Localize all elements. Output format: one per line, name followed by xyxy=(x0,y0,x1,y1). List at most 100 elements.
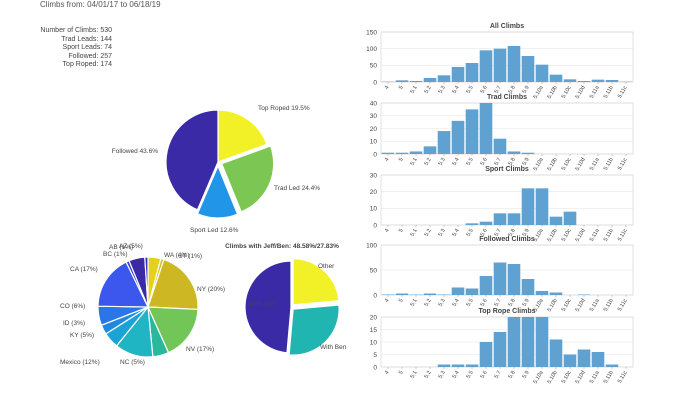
location_pie-slice-label: AB (1%) xyxy=(109,244,133,251)
style_pie-pie xyxy=(165,109,275,219)
trad_climbs-bar xyxy=(409,151,423,154)
trad_climbs-frame xyxy=(380,102,634,155)
location_pie-slice-label: ID (3%) xyxy=(63,320,85,327)
location_pie-slice-label: BC (1%) xyxy=(103,251,128,258)
followed_climbs-frame xyxy=(380,244,634,296)
all_climbs-bar xyxy=(479,50,493,82)
followed_climbs-bar xyxy=(437,294,451,295)
toprope_climbs-xtick-label: 5.9 xyxy=(522,370,531,380)
followed_climbs-bar xyxy=(395,293,409,295)
toprope_climbs-xtick-label: 5.10b xyxy=(547,370,559,385)
all_climbs-xtick-label: 5.1 xyxy=(410,85,419,95)
followed_climbs-xtick-label: 5.3 xyxy=(438,298,447,308)
trad_climbs-ytick-label: 10 xyxy=(370,139,378,146)
style_pie-slice-label: Trad Led 24.4% xyxy=(274,185,320,192)
location_pie-slice-label: UT (1%) xyxy=(178,253,202,260)
trad_climbs-xtick-label: 5.3 xyxy=(438,157,447,167)
followed_climbs-xtick-label: 5.10c xyxy=(561,298,573,313)
trad_climbs-bar xyxy=(521,152,535,154)
all_climbs-bar xyxy=(507,46,521,82)
sport_climbs-bar xyxy=(563,211,577,225)
partner_pie-slice-label: Other xyxy=(318,263,335,270)
location_pie-slice-label: KY (5%) xyxy=(70,332,94,339)
stat-toprope: Top Roped: 174 xyxy=(62,61,112,69)
summary-stats: Number of Climbs: 530 Trad Leads: 144 Sp… xyxy=(38,27,112,70)
followed_climbs-bar xyxy=(507,264,521,295)
toprope_climbs-xtick-label: 5.6 xyxy=(480,370,489,380)
followed_climbs-xtick-label: 5.10d xyxy=(575,298,587,313)
all_climbs-xtick-label: 5.3 xyxy=(438,85,447,95)
partner_pie-slice-label: With Ben xyxy=(320,344,347,351)
all_climbs-bar xyxy=(549,74,563,82)
all_climbs-xtick-label: 5.10b xyxy=(547,85,559,100)
all_climbs-ytick-label: 150 xyxy=(366,29,377,36)
all_climbs-xtick-label: 5.10a xyxy=(533,84,546,100)
style_pie-slice xyxy=(220,145,275,213)
partner_pie-pie xyxy=(244,258,340,356)
trad_climbs-bar xyxy=(381,152,395,154)
toprope_climbs-bar xyxy=(479,342,493,367)
sport_climbs-bar xyxy=(479,221,493,225)
style_pie-slice-label: Top Roped 19.5% xyxy=(258,105,310,112)
toprope_climbs-bar xyxy=(465,364,479,367)
followed_climbs-xtick-label: 5.1 xyxy=(410,298,419,308)
followed_climbs-bar xyxy=(451,287,465,295)
toprope_climbs-title: Top Rope Climbs xyxy=(478,308,535,315)
followed_climbs-xtick-label: 5.2 xyxy=(424,298,433,308)
followed_climbs-xtick-label: 5.6 xyxy=(480,298,489,308)
all_climbs-bar xyxy=(591,79,605,82)
toprope_climbs-xtick-label: 5.4 xyxy=(452,370,461,380)
followed_climbs-bar xyxy=(479,276,493,295)
sport_climbs-xtick-label: 5.11c xyxy=(617,228,629,243)
all_climbs-bar xyxy=(563,79,577,82)
followed_climbs-title: Followed Climbs xyxy=(479,236,535,243)
trad_climbs-xtick-label: 5.11b xyxy=(603,157,615,172)
followed_climbs-xtick-label: 5.9 xyxy=(522,298,531,308)
toprope_climbs-bar xyxy=(521,317,535,367)
toprope_climbs-xtick-label: 5.2 xyxy=(424,370,433,380)
toprope_climbs-bar xyxy=(591,352,605,367)
trad_climbs-xtick-label: 5.11c xyxy=(617,157,629,172)
followed_climbs-xtick-label: 5.4 xyxy=(452,298,461,308)
all_climbs-xtick-label: 5.11b xyxy=(603,85,615,100)
followed_climbs-bar xyxy=(577,294,591,295)
toprope_climbs-bar xyxy=(451,364,465,367)
trad_climbs-bar xyxy=(507,151,521,154)
partner_pie-slice xyxy=(288,304,340,356)
all_climbs-bar xyxy=(493,48,507,82)
sport_climbs-title: Sport Climbs xyxy=(485,166,529,173)
toprope_climbs-bar xyxy=(507,317,521,367)
toprope_climbs-bar xyxy=(563,354,577,367)
followed_climbs-xtick-label: 5.5 xyxy=(466,298,475,308)
sport_climbs-bar xyxy=(535,188,549,225)
stat-trad: Trad Leads: 144 xyxy=(61,35,112,43)
all_climbs-xtick-label: 5.8 xyxy=(508,85,517,95)
partner_pie-slice xyxy=(244,260,292,354)
trad_climbs-xtick-label: 5.4 xyxy=(452,157,461,167)
followed_climbs-ytick-label: 50 xyxy=(370,267,378,274)
followed_climbs-ytick-label: 0 xyxy=(373,292,377,299)
sport_climbs-xtick-label: 5.10d xyxy=(575,228,587,243)
trad_climbs-ytick-label: 30 xyxy=(370,113,378,120)
trad_climbs-xtick-label: 5.8 xyxy=(508,157,517,167)
followed_climbs-xtick-label: 5.10b xyxy=(547,298,559,313)
all_climbs-title: All Climbs xyxy=(490,23,524,30)
followed_climbs-xtick-label: 4 xyxy=(384,298,391,304)
toprope_climbs-xtick-label: 5.11c xyxy=(617,370,629,385)
sport_climbs-xtick-label: 5.6 xyxy=(480,228,489,238)
sport_climbs-bar xyxy=(465,223,479,225)
followed_climbs-xtick-label: 5.11a xyxy=(589,297,601,312)
partner_pie-slice-label: With Jeff xyxy=(249,301,274,308)
location_pie-slice-label: CO (6%) xyxy=(60,303,85,310)
location_pie-slice-label: WA (4%) xyxy=(164,252,189,259)
sport_climbs-bar xyxy=(507,213,521,225)
stat-total: Number of Climbs: 530 xyxy=(40,27,112,34)
trad_climbs-xtick-label: 4 xyxy=(384,157,391,163)
followed_climbs-xtick-label: 5 xyxy=(398,298,405,304)
trad_climbs-bar xyxy=(479,103,493,154)
stat-followed: Followed: 257 xyxy=(68,52,112,60)
all_climbs-bar xyxy=(465,63,479,82)
followed_climbs-bar xyxy=(409,294,423,295)
style_pie-slice xyxy=(217,109,268,163)
